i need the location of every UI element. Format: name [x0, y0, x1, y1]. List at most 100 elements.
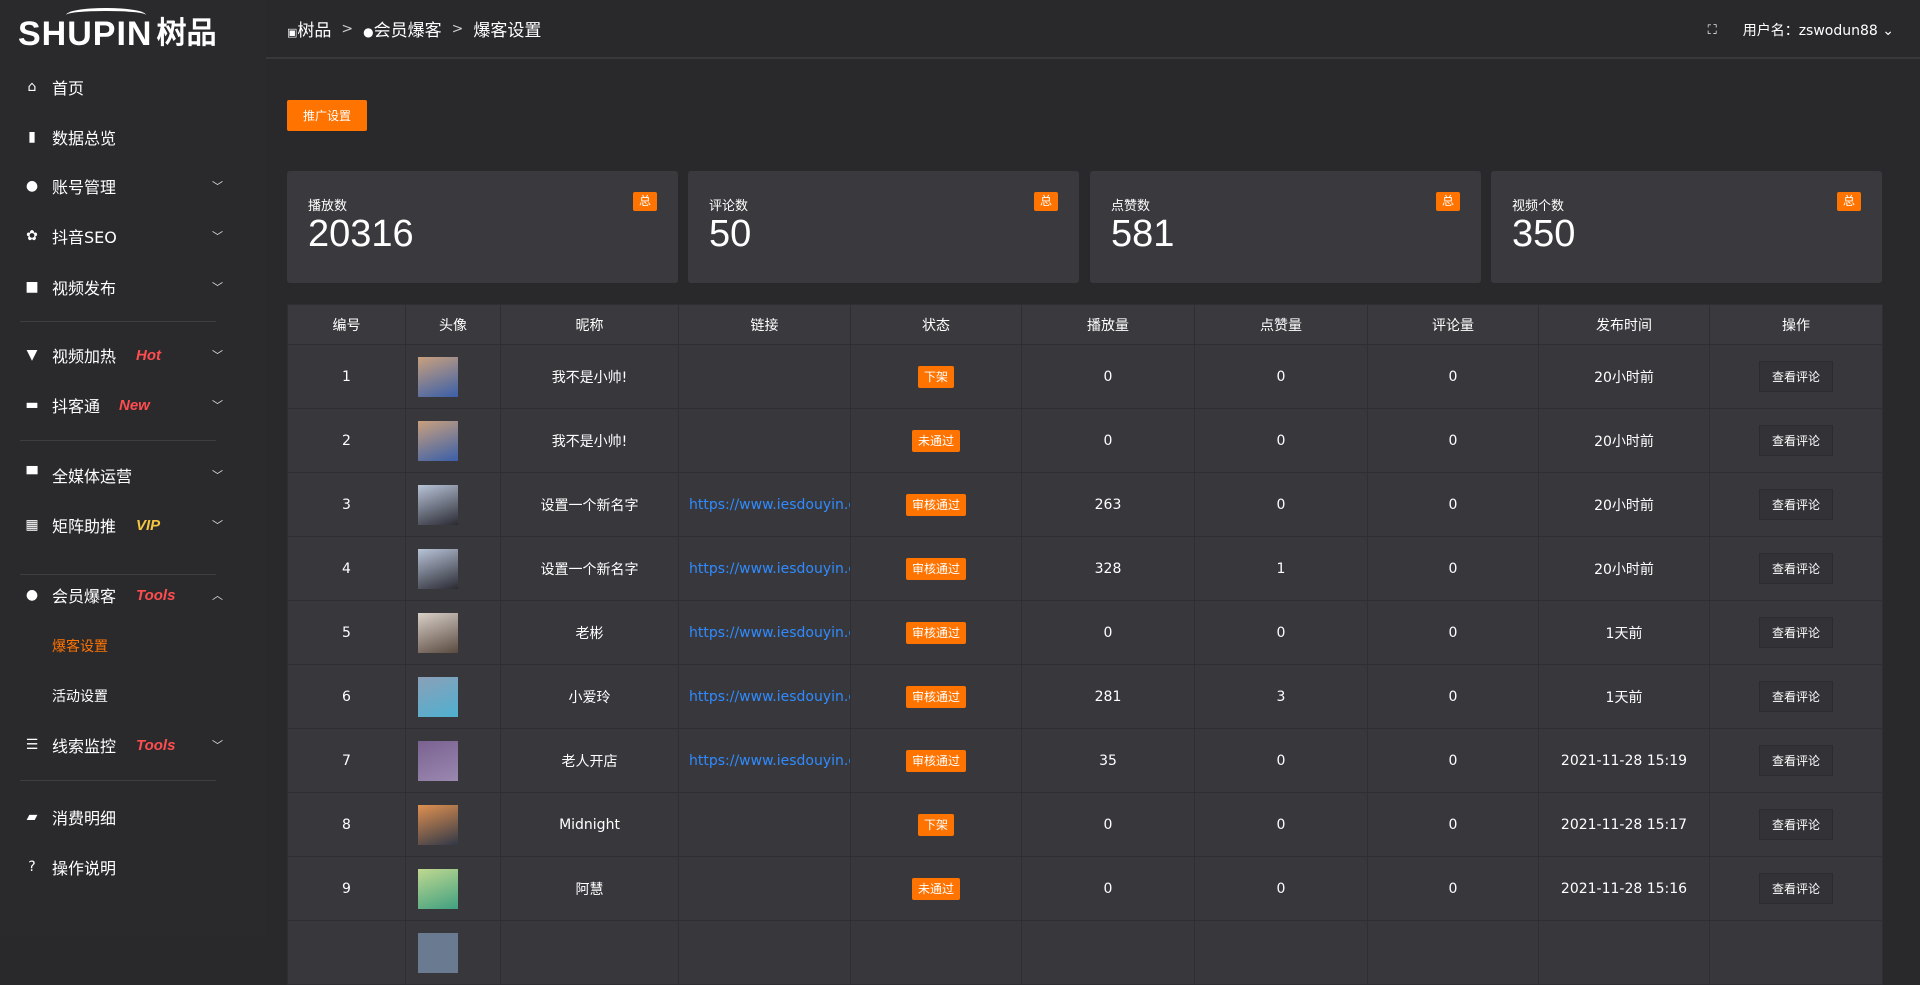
- total-badge: 总: [633, 192, 657, 211]
- sidebar-item-1[interactable]: ▮ 数据总览: [0, 117, 266, 157]
- sliders-icon: ☰: [25, 737, 39, 753]
- table-cell: 0: [1021, 344, 1195, 409]
- breadcrumb-home[interactable]: ▣树品: [287, 21, 332, 41]
- sidebar-item-label: 线索监控: [52, 737, 117, 756]
- video-link[interactable]: https://www.iesdouyin.c: [689, 560, 850, 577]
- table-row: 5 老彬 https://www.iesdouyin.c 审核通过 0 0 0 1天前 查看评论: [287, 600, 1883, 665]
- table-cell: 0: [1367, 472, 1539, 537]
- table-cell: 5: [287, 600, 406, 665]
- sidebar-item-9[interactable]: ● 会员爆客 Tools ︿: [0, 575, 266, 615]
- table-row: 3 设置一个新名字 https://www.iesdouyin.c 审核通过 263 0 0…: [287, 472, 1883, 537]
- column-header: 编号: [287, 304, 406, 345]
- column-header: 点赞量: [1194, 304, 1368, 345]
- table-cell: 0: [1367, 856, 1539, 921]
- table-cell: 20小时前: [1538, 536, 1710, 601]
- table-cell: 0: [1021, 408, 1195, 473]
- table-row: 8 Midnight 下架 0 0 0 2021-11-28 15:17 查看评论: [287, 792, 1883, 857]
- table-cell: 0: [1194, 728, 1368, 793]
- sidebar-item-label: 操作说明: [52, 859, 117, 878]
- table-row: 7 老人开店 https://www.iesdouyin.c 审核通过 35 0 0 2021…: [287, 728, 1883, 793]
- stat-value: 20316: [308, 213, 414, 255]
- table-row: 4 设置一个新名字 https://www.iesdouyin.c 审核通过 328 1 0…: [287, 536, 1883, 601]
- view-comments-button[interactable]: 查看评论: [1758, 425, 1833, 456]
- chevron-down-icon: ﹀: [212, 739, 223, 752]
- stat-title: 评论数: [709, 199, 749, 214]
- sidebar-item-5[interactable]: ▼ 视频加热 Hot ﹀: [0, 335, 266, 375]
- view-comments-button[interactable]: 查看评论: [1758, 873, 1833, 904]
- sidebar-item-6[interactable]: ▬ 抖客通 New ﹀: [0, 385, 266, 425]
- table-cell: 20小时前: [1538, 472, 1710, 537]
- stat-card: 播放数 20316 总: [287, 171, 678, 283]
- table-cell: 0: [1367, 792, 1539, 857]
- avatar: [418, 356, 458, 397]
- view-comments-button[interactable]: 查看评论: [1758, 681, 1833, 712]
- sidebar-item-4[interactable]: ■ 视频发布 ﹀: [0, 267, 266, 307]
- table-row: 9 阿慧 未通过 0 0 0 2021-11-28 15:16 查看评论: [287, 856, 1883, 921]
- table-cell: 老彬: [500, 600, 679, 665]
- breadcrumb-member[interactable]: ●会员爆客: [363, 21, 442, 41]
- stat-card: 评论数 50 总: [688, 171, 1079, 283]
- sidebar-item-3[interactable]: ✿ 抖音SEO ﹀: [0, 216, 266, 256]
- sidebar-item-12[interactable]: ? 操作说明: [0, 847, 266, 887]
- divider: [20, 321, 216, 322]
- table-cell: 263: [1021, 472, 1195, 537]
- sidebar-item-2[interactable]: ● 账号管理 ﹀: [0, 166, 266, 206]
- table-cell: 3: [287, 472, 406, 537]
- monitor-icon: ▀: [26, 467, 38, 483]
- stat-card: 视频个数 350 总: [1491, 171, 1882, 283]
- column-header: 链接: [678, 304, 851, 345]
- sidebar-item-11[interactable]: ▰ 消费明细: [0, 797, 266, 837]
- view-comments-button[interactable]: 查看评论: [1758, 361, 1833, 392]
- table-cell: 2021-11-28 15:19: [1538, 728, 1710, 793]
- table-cell: 0: [1367, 600, 1539, 665]
- table-cell: 7: [287, 728, 406, 793]
- status-badge: 审核通过: [905, 494, 966, 516]
- total-badge: 总: [1034, 192, 1058, 211]
- view-comments-button[interactable]: 查看评论: [1758, 809, 1833, 840]
- chevron-down-icon: ﹀: [212, 180, 223, 193]
- sidebar-item-10[interactable]: ☰ 线索监控 Tools ﹀: [0, 725, 266, 765]
- column-header: 操作: [1709, 304, 1883, 345]
- view-comments-button[interactable]: 查看评论: [1758, 489, 1833, 520]
- view-comments-button[interactable]: 查看评论: [1758, 617, 1833, 648]
- stat-value: 350: [1512, 213, 1576, 255]
- sidebar-item-8[interactable]: ▦ 矩阵助推 VIP ﹀: [0, 505, 266, 545]
- video-link[interactable]: https://www.iesdouyin.c: [689, 624, 850, 641]
- sidebar-item-label: 首页: [52, 79, 85, 98]
- table-cell: 0: [1194, 472, 1368, 537]
- video-link[interactable]: https://www.iesdouyin.c: [689, 752, 850, 769]
- table-cell: 0: [1367, 536, 1539, 601]
- table-cell: 1天前: [1538, 664, 1710, 729]
- status-badge: 下架: [917, 814, 954, 836]
- table-cell: 9: [287, 856, 406, 921]
- sidebar-subitem-baoke-settings[interactable]: 爆客设置: [52, 639, 108, 655]
- sidebar-subitem-activity-settings[interactable]: 活动设置: [52, 689, 108, 705]
- table-cell: 0: [1194, 408, 1368, 473]
- view-comments-button[interactable]: 查看评论: [1758, 553, 1833, 584]
- user-icon: ●: [25, 178, 39, 194]
- sidebar-item-label: 视频加热: [52, 347, 117, 366]
- table-cell: 3: [1194, 664, 1368, 729]
- avatar: [418, 676, 458, 717]
- table-row: 2 我不是小帅! 未通过 0 0 0 20小时前 查看评论: [287, 408, 1883, 473]
- fullscreen-icon[interactable]: ⛶: [1707, 22, 1717, 38]
- table-row: 6 小爱玲 https://www.iesdouyin.c 审核通过 281 3 0 1天前 查…: [287, 664, 1883, 729]
- video-link[interactable]: https://www.iesdouyin.c: [689, 688, 850, 705]
- sidebar-item-7[interactable]: ▀ 全媒体运营 ﹀: [0, 455, 266, 495]
- table-cell: 281: [1021, 664, 1195, 729]
- table-cell: 0: [1021, 856, 1195, 921]
- promo-settings-button[interactable]: 推广设置: [287, 100, 367, 131]
- chevron-up-icon: ︿: [212, 589, 223, 602]
- view-comments-button[interactable]: 查看评论: [1758, 745, 1833, 776]
- chevron-down-icon: ﹀: [212, 281, 223, 294]
- table-cell: 设置一个新名字: [500, 472, 679, 537]
- sidebar-item-0[interactable]: ⌂ 首页: [0, 67, 266, 107]
- avatar: [418, 484, 458, 525]
- logo[interactable]: SHUPIN 树品: [18, 8, 216, 52]
- user-menu[interactable]: 用户名：zswodun88 ⌄: [1742, 23, 1894, 39]
- sidebar-item-label: 抖客通: [52, 397, 101, 416]
- chevron-right-icon: >: [451, 20, 464, 37]
- video-link[interactable]: https://www.iesdouyin.c: [689, 496, 850, 513]
- bar-chart-icon: ▮: [28, 129, 36, 145]
- avatar: [418, 612, 458, 653]
